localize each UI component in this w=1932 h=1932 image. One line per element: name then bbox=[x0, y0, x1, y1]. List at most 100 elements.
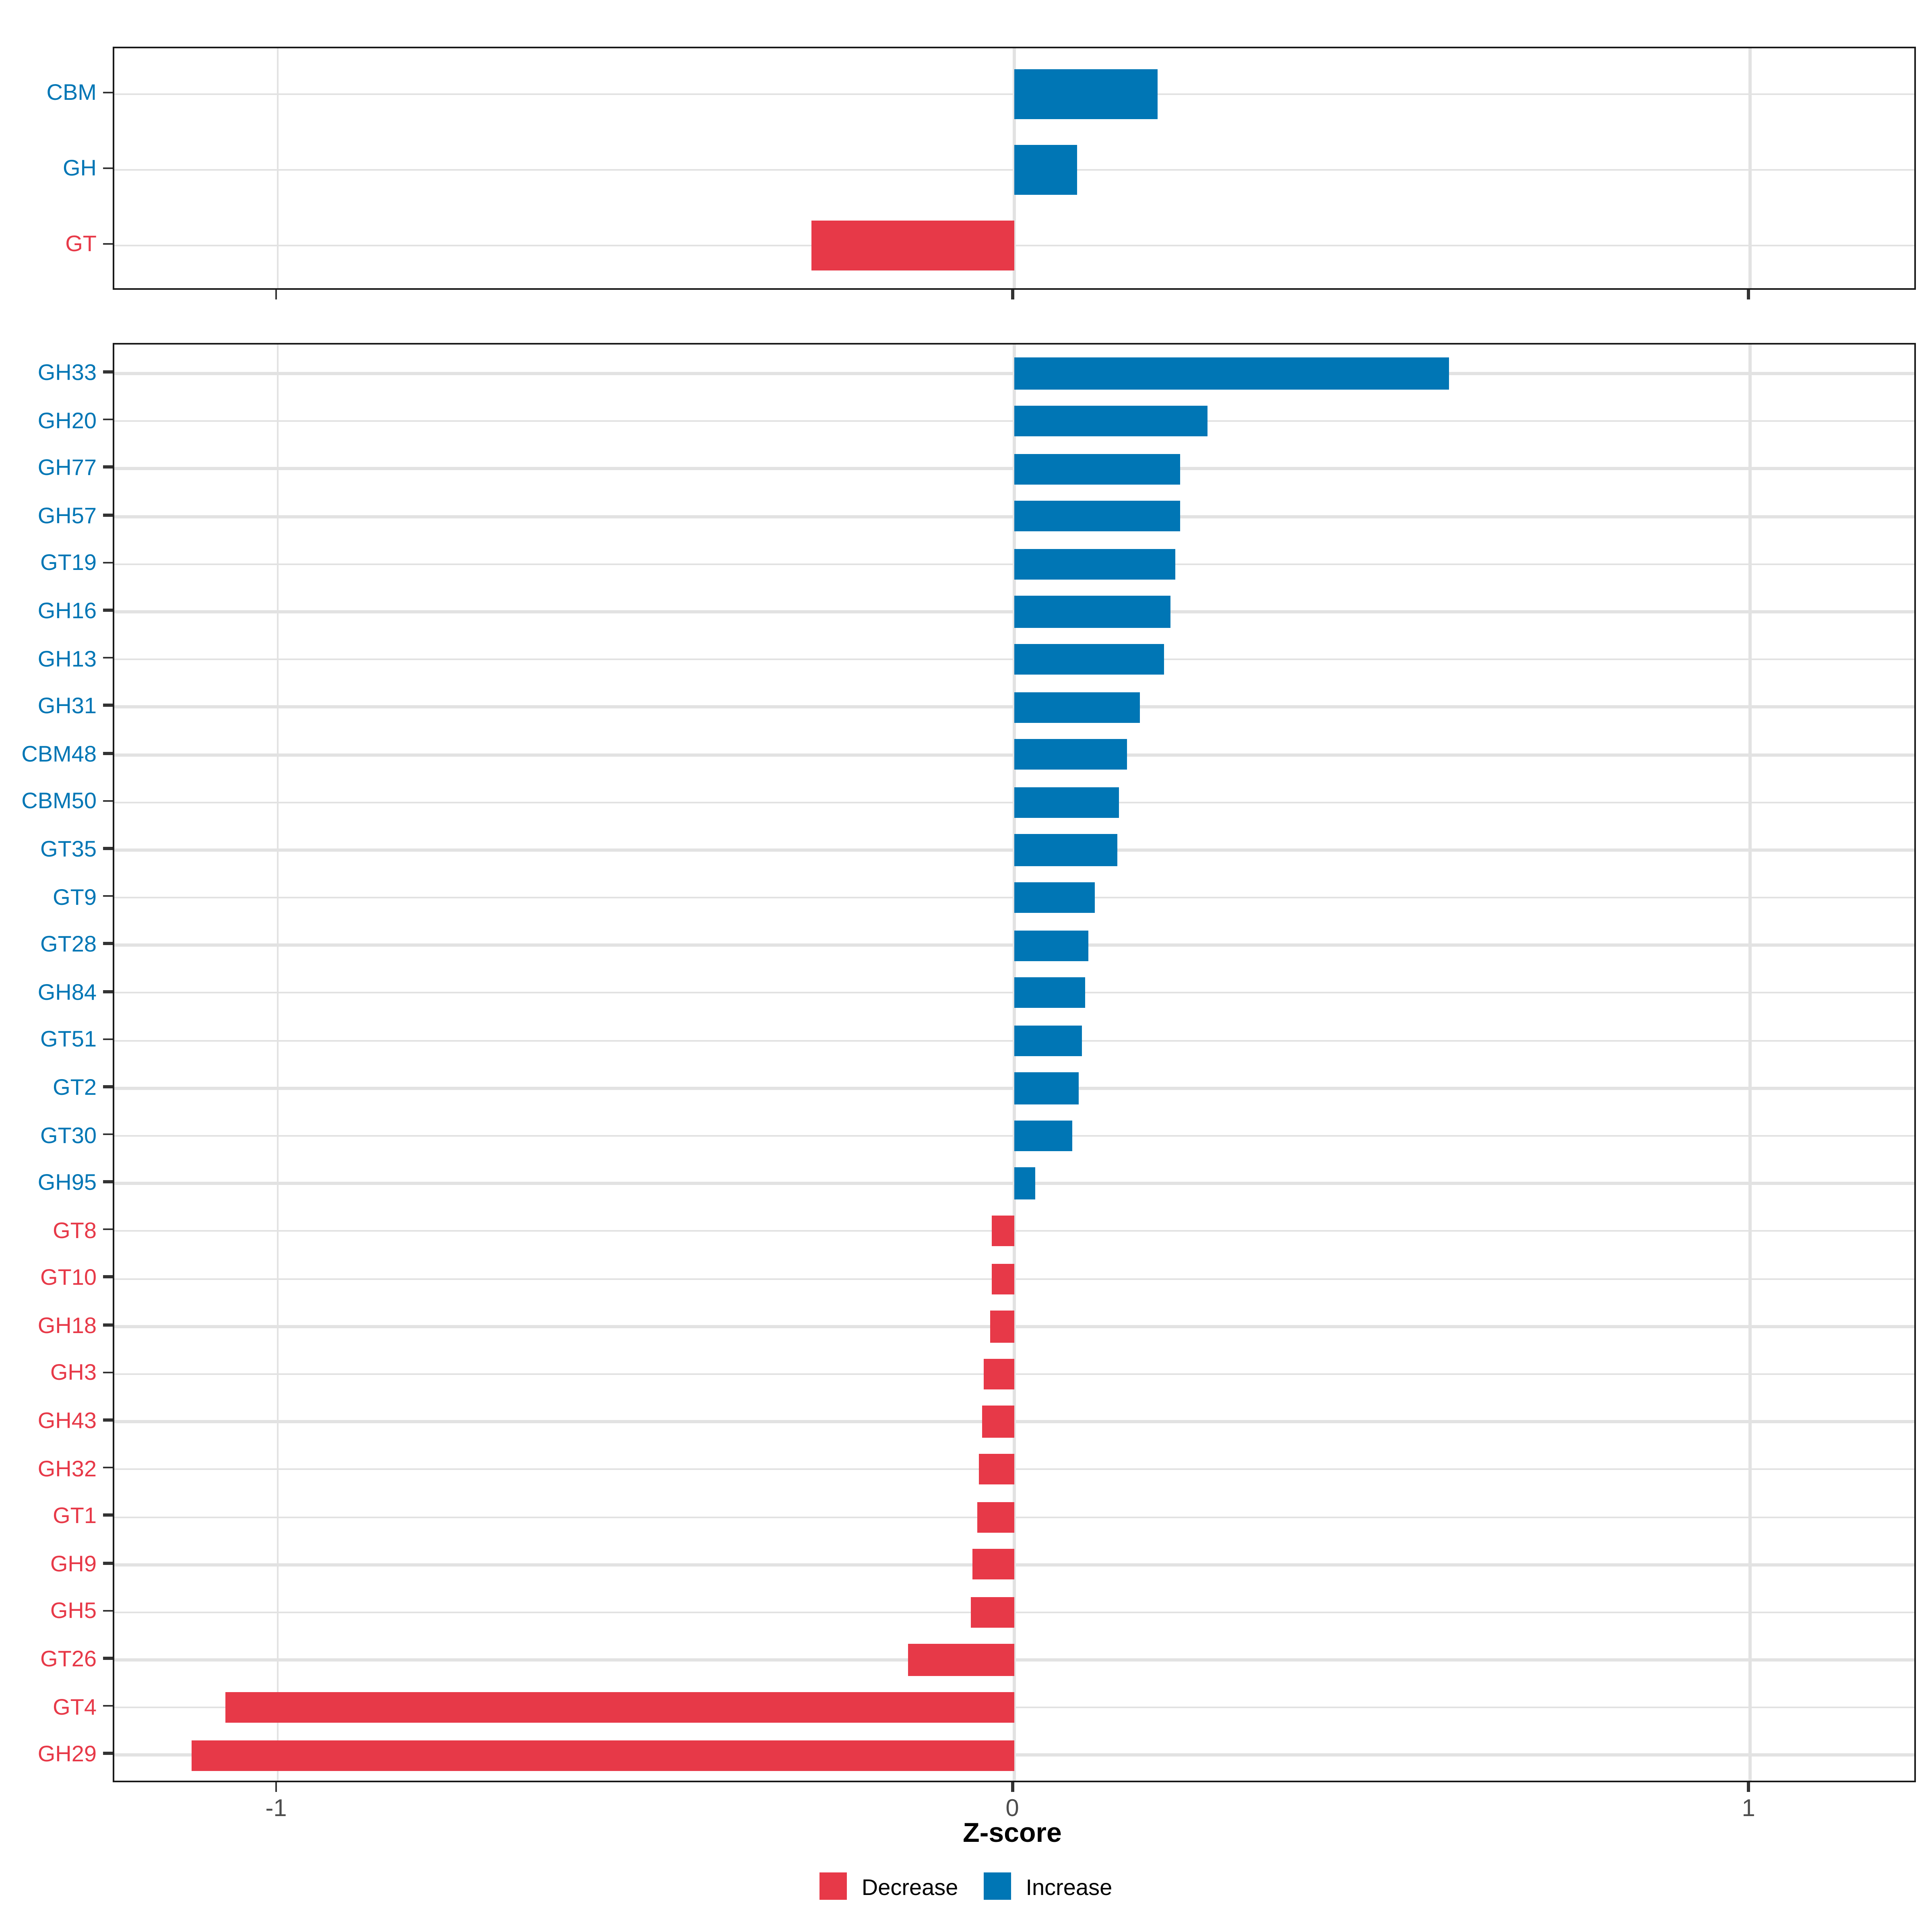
y-axis-label-GH5: GH5 bbox=[50, 1598, 97, 1624]
y-axis-label-GT2: GT2 bbox=[53, 1073, 97, 1100]
y-axis-label-GT1: GT1 bbox=[53, 1503, 97, 1529]
y-axis-label-CBM48: CBM48 bbox=[21, 740, 97, 766]
x-tick-mark bbox=[275, 1782, 278, 1792]
y-axis-label-GT35: GT35 bbox=[40, 835, 97, 861]
y-gridline bbox=[114, 1278, 1914, 1280]
y-axis-label-GH13: GH13 bbox=[37, 645, 97, 671]
x-tick-mark bbox=[275, 289, 278, 299]
bar-GH95 bbox=[1014, 1168, 1035, 1199]
x-tick-label--1: -1 bbox=[265, 1795, 287, 1823]
bar-GH84 bbox=[1014, 977, 1086, 1009]
bar-GT8 bbox=[992, 1216, 1014, 1247]
bar-GT1 bbox=[978, 1501, 1014, 1533]
bar-GH77 bbox=[1014, 453, 1181, 485]
x-gridline bbox=[277, 345, 279, 1781]
y-gridline bbox=[114, 1373, 1914, 1375]
y-tick-mark bbox=[103, 894, 112, 898]
y-axis-label-GH77: GH77 bbox=[37, 454, 97, 480]
y-tick-mark bbox=[103, 1276, 112, 1279]
x-gridline bbox=[277, 49, 279, 287]
bar-GT35 bbox=[1014, 834, 1118, 866]
y-tick-mark bbox=[103, 1514, 112, 1517]
x-axis-title: Z-score bbox=[963, 1818, 1062, 1848]
bar-GH5 bbox=[970, 1597, 1014, 1628]
y-gridline bbox=[114, 1230, 1914, 1232]
y-tick-mark bbox=[103, 1085, 112, 1088]
y-tick-mark bbox=[103, 1609, 112, 1612]
y-gridline bbox=[114, 1420, 1914, 1423]
bar-GH20 bbox=[1014, 405, 1208, 437]
legend-label-decrease: Decrease bbox=[861, 1873, 958, 1899]
y-tick-mark bbox=[103, 1419, 112, 1422]
bar-GT19 bbox=[1014, 549, 1175, 580]
y-axis-label-GT9: GT9 bbox=[53, 883, 97, 909]
enzyme-class-panel bbox=[112, 47, 1916, 289]
y-axis-label-GT: GT bbox=[65, 231, 97, 257]
bar-GH9 bbox=[972, 1549, 1014, 1580]
x-gridline bbox=[1013, 345, 1015, 1781]
y-axis-label-GT26: GT26 bbox=[40, 1645, 97, 1672]
bar-GT26 bbox=[908, 1644, 1014, 1676]
bar-GT10 bbox=[991, 1263, 1014, 1294]
x-gridline bbox=[1749, 345, 1751, 1781]
y-axis-label-GH95: GH95 bbox=[37, 1169, 97, 1195]
bar-GH57 bbox=[1014, 501, 1180, 532]
y-tick-mark bbox=[103, 1752, 112, 1755]
bar-GH33 bbox=[1014, 358, 1449, 389]
y-axis-label-GH: GH bbox=[63, 155, 97, 181]
bar-GT4 bbox=[225, 1692, 1014, 1724]
y-axis-label-GH3: GH3 bbox=[50, 1359, 97, 1385]
legend: Decrease Increase bbox=[0, 1872, 1932, 1900]
y-tick-mark bbox=[103, 418, 112, 421]
y-tick-mark bbox=[103, 990, 112, 993]
y-tick-mark bbox=[103, 799, 112, 802]
y-tick-mark bbox=[103, 751, 112, 755]
legend-swatch-decrease-icon bbox=[819, 1872, 847, 1900]
y-gridline bbox=[114, 1516, 1914, 1519]
bar-CBM48 bbox=[1014, 739, 1127, 770]
y-axis-label-GT4: GT4 bbox=[53, 1693, 97, 1719]
y-gridline bbox=[114, 244, 1914, 247]
bar-GH43 bbox=[981, 1406, 1014, 1437]
legend-label-increase: Increase bbox=[1026, 1873, 1113, 1899]
y-tick-mark bbox=[103, 609, 112, 612]
y-axis-label-GT10: GT10 bbox=[40, 1264, 97, 1290]
bar-GH bbox=[1014, 145, 1077, 194]
enzyme-family-panel bbox=[112, 343, 1916, 1782]
bar-GH16 bbox=[1014, 596, 1171, 627]
y-axis-label-GH16: GH16 bbox=[37, 597, 97, 623]
y-tick-mark bbox=[103, 1657, 112, 1660]
x-tick-mark bbox=[1747, 1782, 1750, 1792]
y-tick-mark bbox=[103, 704, 112, 707]
y-axis-label-GT19: GT19 bbox=[40, 549, 97, 576]
y-tick-mark bbox=[103, 1323, 112, 1326]
y-axis-label-GH9: GH9 bbox=[50, 1550, 97, 1576]
y-tick-mark bbox=[103, 242, 112, 245]
legend-swatch-increase-icon bbox=[984, 1872, 1011, 1900]
y-axis-label-GH33: GH33 bbox=[37, 359, 97, 385]
y-gridline bbox=[114, 1706, 1914, 1709]
x-tick-mark bbox=[1011, 1782, 1014, 1792]
y-tick-mark bbox=[103, 1038, 112, 1040]
y-axis-label-GH31: GH31 bbox=[37, 692, 97, 718]
y-gridline bbox=[114, 1325, 1914, 1328]
y-axis-label-CBM: CBM bbox=[46, 79, 97, 105]
x-tick-mark bbox=[1011, 289, 1014, 299]
y-tick-mark bbox=[103, 1228, 112, 1231]
y-tick-mark bbox=[103, 1562, 112, 1565]
y-tick-mark bbox=[103, 466, 112, 469]
y-gridline bbox=[114, 1563, 1914, 1566]
y-gridline bbox=[114, 1754, 1914, 1757]
y-axis-label-GH84: GH84 bbox=[37, 978, 97, 1004]
y-gridline bbox=[114, 1611, 1914, 1614]
y-tick-mark bbox=[103, 167, 112, 169]
bar-GT28 bbox=[1014, 930, 1088, 961]
y-axis-label-GH32: GH32 bbox=[37, 1455, 97, 1481]
bar-CBM50 bbox=[1014, 786, 1119, 818]
bar-GH31 bbox=[1014, 691, 1140, 723]
y-tick-mark bbox=[103, 370, 112, 374]
legend-entry-decrease: Decrease bbox=[819, 1872, 958, 1900]
y-tick-mark bbox=[103, 1371, 112, 1374]
